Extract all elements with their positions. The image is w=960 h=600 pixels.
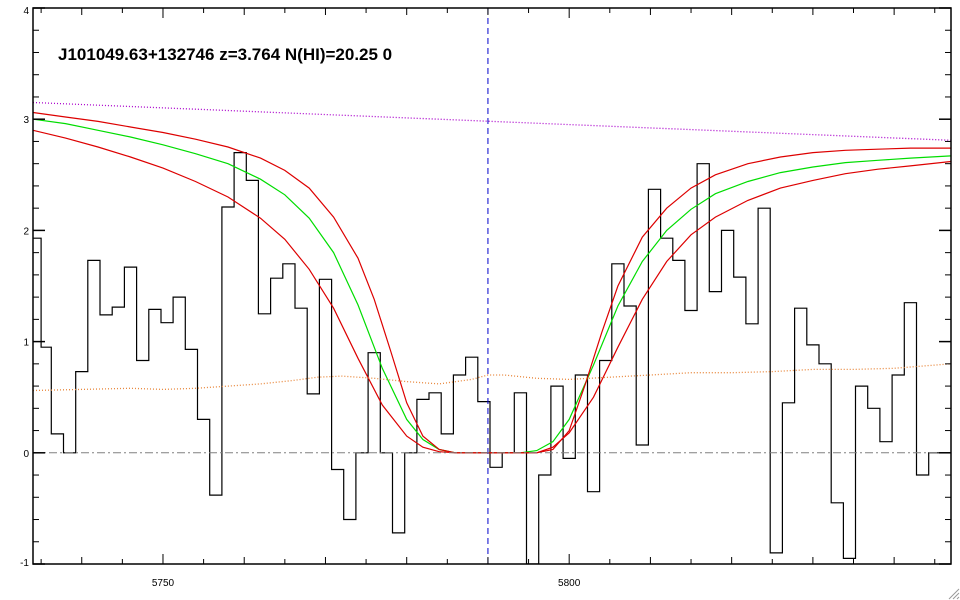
reference-lines [33,8,951,564]
y-tick-label: 4 [23,6,29,17]
series-line-2 [33,111,951,454]
y-tick-label: 0 [23,449,29,460]
series-line-4 [33,101,951,141]
series-line-1 [33,118,951,454]
series-line-5 [33,363,951,392]
y-tick-label: 3 [23,115,29,126]
series-layer [33,101,951,564]
y-tick-label: 2 [23,226,29,237]
series-line-0 [33,152,951,564]
y-tick-label: 1 [23,338,29,349]
resize-grip-icon[interactable] [946,586,960,600]
plot-frame [32,7,952,565]
y-tick-label: -1 [20,558,29,569]
axis-ticks: 5750 5800 -1 0 1 2 3 4 [20,6,951,589]
series-line-3 [33,129,951,454]
x-tick-label: 5750 [152,578,175,589]
x-tick-label: 5800 [558,578,581,589]
chart-title: J101049.63+132746 z=3.764 N(HI)=20.25 0 [58,45,392,64]
